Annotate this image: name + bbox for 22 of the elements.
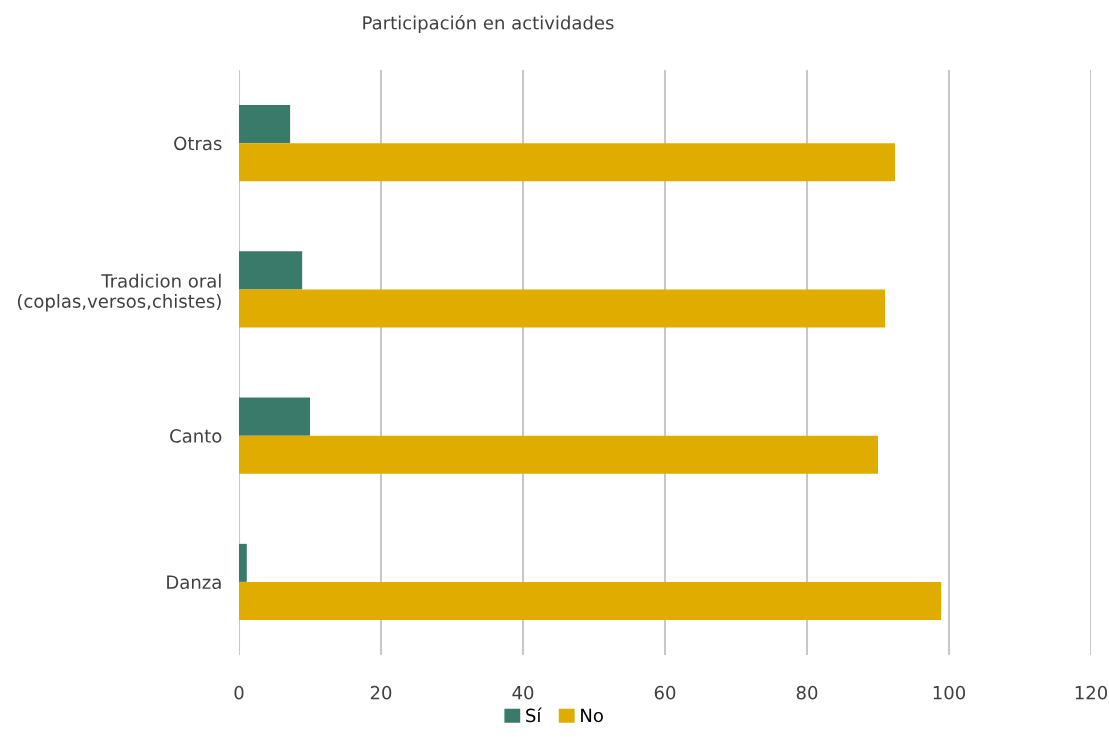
bar bbox=[239, 543, 247, 582]
legend-label: Sí bbox=[526, 707, 542, 723]
y-tick-label: Tradicion oral (coplas,versos,chistes) bbox=[17, 273, 221, 312]
legend-label: No bbox=[581, 708, 603, 723]
bar bbox=[239, 581, 942, 620]
x-tick-label: 0 bbox=[234, 685, 244, 700]
x-tick-label: 120 bbox=[1075, 685, 1108, 700]
bar bbox=[239, 143, 896, 182]
x-tick-label: 40 bbox=[512, 685, 534, 700]
bar bbox=[239, 105, 291, 144]
bar bbox=[239, 435, 878, 474]
y-tick-label: Otras bbox=[174, 136, 222, 151]
x-tick-label: 80 bbox=[796, 685, 818, 700]
x-tick-label: 20 bbox=[370, 685, 392, 700]
bar bbox=[239, 397, 310, 436]
bar bbox=[239, 251, 303, 290]
y-tick-label: Canto bbox=[170, 429, 222, 443]
x-tick-label: 60 bbox=[654, 685, 676, 700]
chart-title: Participación en actividades bbox=[363, 14, 614, 34]
y-tick-label: Danza bbox=[167, 575, 221, 589]
bar bbox=[239, 289, 886, 328]
x-tick-label: 100 bbox=[933, 685, 966, 700]
